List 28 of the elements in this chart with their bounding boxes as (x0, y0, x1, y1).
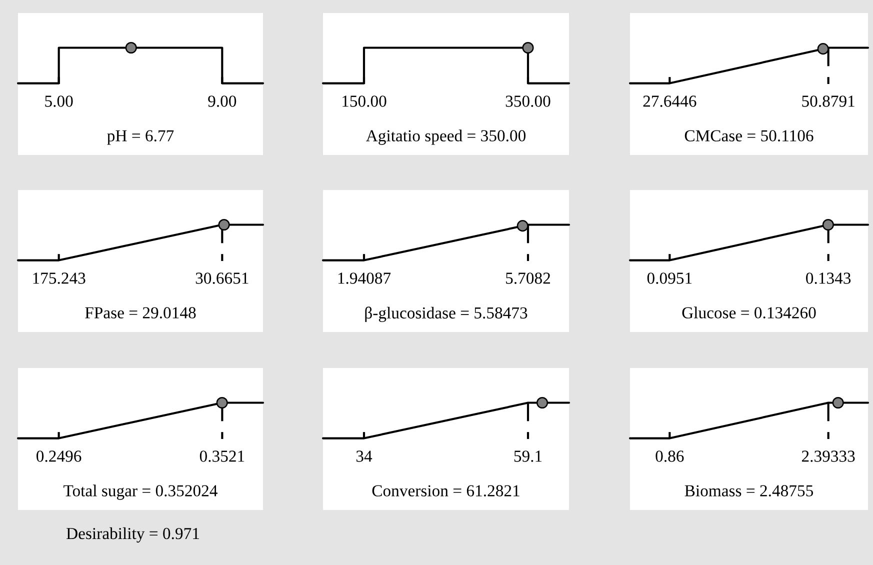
x-axis-title: Conversion = 61.2821 (372, 485, 520, 496)
x-tick-label: 0.0951 (647, 272, 692, 284)
x-tick-label: 0.2496 (36, 450, 82, 462)
x-tick-label: 2.39333 (802, 450, 855, 462)
x-tick-label: 350.00 (506, 96, 550, 107)
text: Desirability = 0.971 (66, 527, 199, 543)
x-tick-label: 0.3521 (200, 450, 244, 462)
x-tick-label: 59.1 (514, 450, 542, 462)
x-axis-title: β-glucosidase = 5.58473 (365, 306, 528, 322)
x-tick-label: 9.00 (208, 96, 236, 107)
x-tick-label: 0.86 (656, 450, 684, 462)
x-tick-label: 30.6651 (196, 272, 248, 284)
x-tick-label: 150.00 (342, 96, 386, 107)
x-tick-label: 1.94087 (338, 272, 391, 284)
x-axis-title: Glucose = 0.134260 (682, 306, 816, 318)
x-axis-title: Total sugar = 0.352024 (64, 484, 218, 500)
x-tick-label: 50.8791 (802, 96, 854, 107)
x-axis-title: pH = 6.77 (107, 130, 174, 145)
x-tick-label: 5.00 (45, 96, 73, 107)
x-tick-label: 175.243 (33, 272, 86, 284)
x-tick-label: 34 (356, 450, 372, 462)
x-tick-label: 0.1343 (806, 272, 851, 284)
x-tick-label: 27.6446 (643, 96, 696, 107)
x-axis-title: Agitatio speed = 350.00 (366, 130, 526, 145)
x-tick-label: 5.7082 (506, 272, 550, 284)
x-axis-title: Biomass = 2.48755 (684, 485, 814, 496)
x-axis-title: FPase = 29.0148 (85, 307, 196, 318)
x-axis-title: CMCase = 50.1106 (684, 130, 814, 142)
